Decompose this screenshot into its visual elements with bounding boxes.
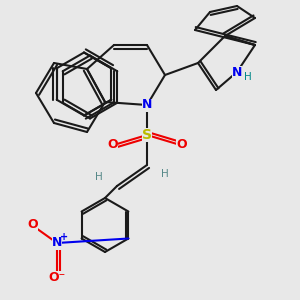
Text: O: O [176, 137, 187, 151]
Text: +: + [60, 232, 69, 242]
Text: N: N [232, 65, 242, 79]
Text: S: S [142, 128, 152, 142]
Text: O⁻: O⁻ [48, 271, 66, 284]
Text: H: H [161, 169, 169, 179]
Text: O: O [107, 137, 118, 151]
Text: N: N [52, 236, 62, 250]
Text: N: N [142, 98, 152, 112]
Text: H: H [244, 71, 251, 82]
Text: O: O [28, 218, 38, 232]
Text: H: H [95, 172, 103, 182]
